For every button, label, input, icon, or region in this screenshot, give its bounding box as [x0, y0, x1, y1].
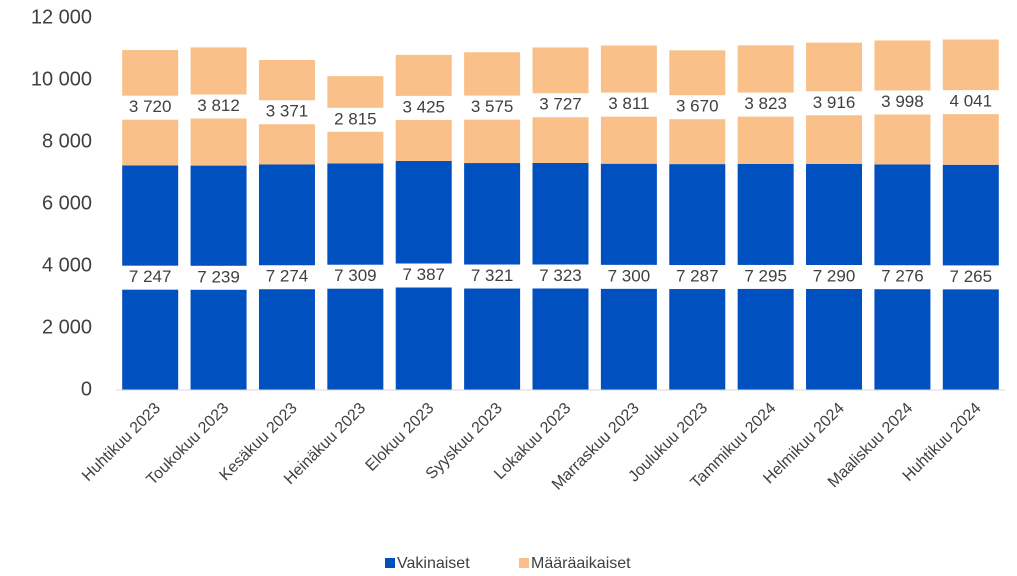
data-label: 7 239 — [197, 267, 240, 286]
label-bg — [389, 263, 458, 288]
data-label: 7 265 — [950, 267, 993, 286]
label-bg — [252, 100, 321, 125]
label-bg — [731, 264, 800, 289]
data-label: 3 670 — [676, 97, 719, 116]
label-bg — [800, 265, 869, 290]
data-label: 3 720 — [129, 97, 172, 116]
label-bg — [184, 94, 253, 119]
y-tick-label: 0 — [81, 378, 92, 400]
data-label: 3 812 — [197, 96, 240, 115]
data-label: 4 041 — [950, 92, 993, 111]
data-label: 7 276 — [881, 267, 924, 286]
legend-label: Vakinaiset — [397, 555, 470, 572]
data-label: 7 295 — [744, 266, 787, 285]
label-bg — [321, 264, 390, 289]
label-bg — [458, 95, 527, 120]
label-bg — [252, 265, 321, 290]
data-label: 3 823 — [744, 94, 787, 113]
data-label: 2 815 — [334, 109, 377, 128]
data-label: 7 321 — [471, 266, 514, 285]
data-label: 3 371 — [266, 102, 309, 121]
data-label: 3 998 — [881, 92, 924, 111]
data-label: 7 290 — [813, 266, 856, 285]
data-label: 7 287 — [676, 267, 719, 286]
legend-swatch — [519, 558, 529, 568]
data-label: 3 916 — [813, 93, 856, 112]
data-label: 7 323 — [539, 266, 582, 285]
y-tick-label: 6 000 — [42, 192, 92, 214]
label-bg — [526, 264, 595, 289]
y-tick-label: 4 000 — [42, 254, 92, 276]
label-bg — [800, 91, 869, 116]
data-label: 7 247 — [129, 267, 172, 286]
data-label: 7 300 — [608, 266, 651, 285]
y-tick-label: 12 000 — [31, 6, 92, 28]
label-bg — [731, 92, 800, 117]
label-bg — [321, 107, 390, 132]
y-tick-label: 10 000 — [31, 68, 92, 90]
label-bg — [868, 265, 937, 290]
data-label: 3 727 — [539, 95, 582, 114]
x-tick-label: Elokuu 2023 — [363, 400, 438, 475]
label-bg — [184, 265, 253, 290]
label-bg — [116, 265, 185, 290]
data-label: 7 309 — [334, 266, 377, 285]
label-bg — [868, 90, 937, 115]
label-bg — [116, 95, 185, 120]
legend-swatch — [385, 558, 395, 568]
legend-label: Määräaikaiset — [531, 555, 631, 572]
label-bg — [936, 265, 1005, 290]
y-tick-label: 8 000 — [42, 130, 92, 152]
data-label: 3 575 — [471, 97, 514, 116]
data-label: 7 274 — [266, 267, 309, 286]
data-label: 7 387 — [402, 265, 445, 284]
y-tick-label: 2 000 — [42, 316, 92, 338]
data-label: 3 425 — [402, 97, 445, 116]
label-bg — [389, 95, 458, 120]
label-bg — [526, 93, 595, 118]
label-bg — [663, 95, 732, 120]
label-bg — [594, 92, 663, 117]
data-label: 3 811 — [608, 94, 649, 113]
label-bg — [936, 90, 1005, 115]
label-bg — [663, 265, 732, 290]
label-bg — [458, 264, 527, 289]
label-bg — [594, 264, 663, 289]
